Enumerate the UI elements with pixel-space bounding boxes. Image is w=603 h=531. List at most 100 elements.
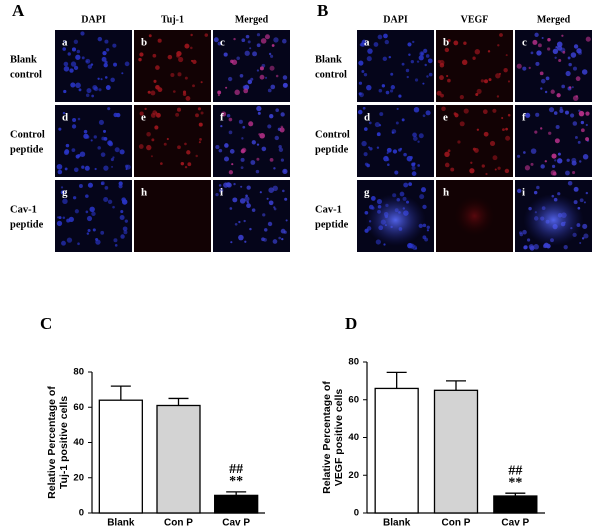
cell-dot — [272, 185, 278, 192]
cell-dot — [238, 234, 244, 241]
cell-dot — [557, 152, 561, 156]
cell-dot — [100, 181, 105, 186]
cell-dot — [228, 130, 233, 135]
cell-dot — [532, 39, 538, 45]
cell-dot — [195, 154, 198, 158]
chart-title: C — [40, 314, 52, 333]
cell-dot — [234, 89, 240, 95]
cell-dot — [387, 163, 390, 166]
cell-letter: f — [522, 112, 526, 124]
cell-dot — [262, 213, 266, 217]
cell-dot — [561, 34, 564, 37]
cell-dot — [398, 94, 402, 98]
cell-dot — [218, 188, 224, 193]
cell-dot — [494, 168, 497, 171]
cell-dot — [555, 46, 558, 49]
cell-dot — [256, 143, 260, 146]
cell-dot — [403, 182, 409, 188]
cell-dot — [559, 108, 564, 114]
cell-dot — [530, 162, 534, 166]
bar — [214, 494, 259, 514]
cell-dot — [270, 54, 274, 58]
cell-dot — [239, 73, 244, 78]
cell-dot — [376, 132, 381, 137]
cell-dot — [154, 125, 159, 130]
cell-dot — [463, 41, 467, 45]
cell-dot — [283, 170, 286, 173]
cell-letter: d — [62, 112, 68, 124]
cell-dot — [536, 50, 542, 56]
cell-dot — [418, 55, 424, 61]
cell-dot — [484, 79, 489, 84]
cell-dot — [425, 54, 430, 58]
cell-dot — [273, 37, 279, 43]
cell-letter: a — [62, 37, 68, 49]
cell-dot — [251, 208, 256, 212]
cell-dot — [379, 112, 384, 117]
cell-dot — [144, 107, 147, 111]
micrograph — [357, 105, 434, 177]
cell-dot — [103, 165, 109, 171]
cell-dot — [234, 222, 238, 226]
cell-dot — [83, 133, 89, 139]
cell-dot — [482, 109, 488, 115]
cell-dot — [242, 125, 246, 129]
cell-dot — [63, 66, 70, 72]
cell-dot — [248, 121, 254, 127]
y-tick-label: 60 — [348, 394, 359, 405]
cell-dot — [223, 52, 228, 57]
cell-dot — [424, 63, 427, 67]
cell-dot — [113, 62, 118, 67]
cell-dot — [101, 136, 106, 141]
micrograph-bg — [55, 30, 132, 102]
cell-dot — [420, 52, 424, 56]
cell-dot — [502, 128, 505, 132]
cell-dot — [567, 56, 571, 60]
cell-dot — [497, 44, 500, 47]
cell-dot — [268, 187, 274, 193]
cell-dot — [87, 64, 93, 69]
cell-dot — [481, 164, 485, 168]
error-bar — [226, 491, 247, 496]
y-axis-label: Tuj-1 positive cells — [58, 396, 70, 489]
cell-dot — [537, 43, 542, 48]
cell-dot — [264, 228, 268, 232]
cell-dot — [284, 197, 288, 201]
y-tick-label: 80 — [73, 367, 84, 378]
cell-dot — [68, 216, 74, 223]
cell-dot — [453, 40, 459, 46]
cell-dot — [245, 34, 250, 39]
cell-dot — [363, 152, 368, 157]
cell-dot — [568, 62, 572, 67]
cell-dot — [565, 70, 571, 77]
cell-dot — [573, 186, 579, 192]
cell-dot — [417, 164, 420, 167]
y-axis-label: VEGF positive cells — [333, 389, 345, 487]
cell-dot — [86, 232, 90, 235]
cell-dot — [182, 92, 187, 97]
cell-dot — [85, 210, 89, 214]
cell-dot — [580, 120, 585, 125]
cell-dot — [425, 110, 431, 116]
cell-dot — [184, 76, 188, 80]
cell-dot — [469, 168, 475, 174]
column-header: VEGF — [461, 14, 489, 25]
cell-dot — [240, 157, 245, 162]
cell-dot — [358, 60, 364, 66]
cell-dot — [582, 223, 588, 229]
cell-dot — [439, 62, 445, 68]
cell-dot — [382, 56, 388, 62]
cell-dot — [70, 61, 77, 67]
cell-dot — [406, 75, 409, 79]
cell-dot — [233, 37, 236, 41]
cell-dot — [259, 191, 262, 194]
cell-dot — [215, 145, 220, 150]
cell-dot — [100, 230, 105, 235]
cell-dot — [79, 151, 86, 157]
cell-dot — [167, 54, 173, 60]
cell-dot — [436, 90, 442, 96]
cell-dot — [575, 95, 579, 98]
cell-dot — [544, 90, 548, 94]
cell-dot — [376, 146, 380, 149]
column-header: Merged — [537, 14, 571, 25]
